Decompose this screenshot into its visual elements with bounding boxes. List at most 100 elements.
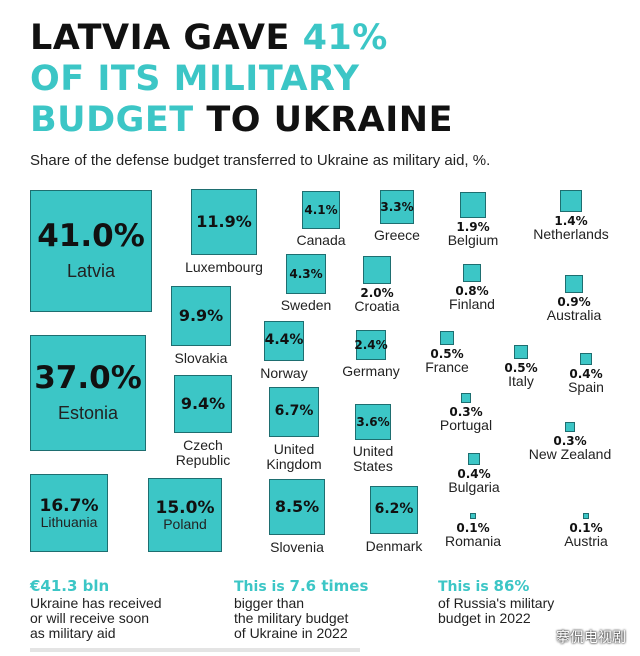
square-croatia bbox=[363, 256, 391, 284]
country-label-estonia: Estonia bbox=[57, 403, 119, 423]
country-label-romania: Romania bbox=[444, 533, 502, 550]
value-label-portugal: 0.3% bbox=[449, 405, 483, 420]
country-label-spain: Spain bbox=[568, 379, 604, 396]
country-label-australia: Australia bbox=[546, 307, 602, 324]
title-line-1-accent: 41% bbox=[302, 18, 388, 58]
square-australia bbox=[564, 274, 584, 294]
footer-stat-1: €41.3 bln Ukraine has received or will r… bbox=[30, 578, 210, 641]
value-label-italy: 0.5% bbox=[504, 360, 538, 375]
footer-stat-2-highlight: This is 7.6 times bbox=[234, 578, 414, 596]
footer-stat-3-num: 86% bbox=[493, 577, 530, 595]
square-sweden bbox=[286, 254, 326, 294]
country-label-latvia: Latvia bbox=[66, 261, 116, 281]
square-romania bbox=[469, 512, 477, 520]
square-greece bbox=[379, 189, 415, 225]
value-label-finland: 0.8% bbox=[455, 283, 489, 298]
value-label-spain: 0.4% bbox=[569, 367, 603, 382]
square-denmark bbox=[370, 486, 418, 534]
country-label-slovenia: Slovenia bbox=[270, 538, 324, 555]
square-luxembourg bbox=[190, 188, 258, 256]
country-label-germany: Germany bbox=[342, 362, 400, 379]
value-label-sweden: 4.3% bbox=[289, 267, 323, 281]
square-latvia bbox=[29, 189, 153, 313]
value-label-france: 0.5% bbox=[430, 346, 464, 361]
square-canada bbox=[301, 190, 341, 230]
square-germany bbox=[356, 330, 386, 360]
square-bulgaria bbox=[467, 452, 481, 466]
title-line-1: LATVIA GAVE 41% bbox=[30, 18, 453, 59]
square-france bbox=[440, 331, 454, 345]
footer-stat-1-highlight: €41.3 bln bbox=[30, 578, 210, 596]
value-label-croatia: 2.0% bbox=[360, 285, 394, 300]
footer-stat-1-num: €41.3 bln bbox=[30, 577, 110, 595]
source-line bbox=[30, 648, 360, 652]
country-label-united-kingdom: United Kingdom bbox=[266, 440, 322, 472]
square-italy bbox=[514, 345, 528, 359]
square-united-states bbox=[354, 403, 392, 441]
country-label-france: France bbox=[425, 358, 469, 375]
squares-chart: 41.0% Latvia 37.0% Estonia 16.7% Lithuania 15.… bbox=[29, 188, 612, 555]
value-label-austria: 0.1% bbox=[569, 521, 603, 536]
title-line-3: BUDGET TO UKRAINE bbox=[30, 100, 453, 141]
country-label-denmark: Denmark bbox=[365, 537, 423, 554]
square-portugal bbox=[460, 392, 472, 404]
value-label-denmark: 6.2% bbox=[374, 501, 414, 517]
square-estonia bbox=[29, 334, 147, 452]
footer-stat-3-highlight: This is 86% bbox=[438, 578, 618, 596]
value-label-latvia: 41.0% bbox=[37, 218, 145, 254]
country-label-czech-republic: Czech Republic bbox=[175, 437, 231, 469]
value-label-slovenia: 8.5% bbox=[274, 497, 320, 516]
square-slovenia bbox=[269, 479, 325, 535]
chart-title: LATVIA GAVE 41% OF ITS MILITARY BUDGET T… bbox=[30, 18, 453, 141]
value-label-czech-republic: 9.4% bbox=[180, 394, 226, 413]
square-czech-republic bbox=[173, 374, 233, 434]
square-austria bbox=[582, 512, 590, 520]
country-label-poland: Poland bbox=[163, 516, 207, 532]
country-label-belgium: Belgium bbox=[447, 232, 499, 249]
country-label-lithuania: Lithuania bbox=[40, 514, 98, 530]
value-label-canada: 4.1% bbox=[304, 203, 338, 217]
square-poland bbox=[147, 477, 223, 553]
country-label-netherlands: Netherlands bbox=[533, 226, 609, 243]
footer-stat-1-body: Ukraine has received or will receive soo… bbox=[30, 595, 162, 641]
country-label-luxembourg: Luxembourg bbox=[185, 259, 263, 276]
value-label-greece: 3.3% bbox=[380, 200, 414, 214]
footer-stat-2-pre: This is bbox=[234, 579, 290, 595]
footer-stat-2-body: bigger than the military budget of Ukrai… bbox=[234, 595, 349, 641]
footer-stat-2-num: 7.6 times bbox=[289, 577, 369, 595]
country-label-slovakia: Slovakia bbox=[174, 350, 228, 367]
value-label-estonia: 37.0% bbox=[34, 360, 142, 396]
square-new-zealand bbox=[564, 421, 576, 433]
title-line-3-accent: BUDGET bbox=[30, 100, 194, 140]
value-label-belgium: 1.9% bbox=[456, 220, 490, 235]
country-label-new-zealand: New Zealand bbox=[528, 446, 612, 463]
country-label-austria: Austria bbox=[564, 533, 608, 550]
footer-stat-3: This is 86% of Russia's military budget … bbox=[438, 578, 618, 626]
square-spain bbox=[579, 352, 593, 366]
square-united-kingdom bbox=[269, 387, 319, 437]
value-label-bulgaria: 0.4% bbox=[457, 467, 491, 482]
country-label-croatia: Croatia bbox=[354, 297, 400, 314]
country-label-norway: Norway bbox=[260, 365, 308, 382]
square-lithuania bbox=[29, 473, 109, 553]
value-label-new-zealand: 0.3% bbox=[553, 434, 587, 449]
footer-stat-3-body: of Russia's military budget in 2022 bbox=[438, 595, 555, 626]
country-label-greece: Greece bbox=[374, 227, 420, 244]
square-finland bbox=[463, 264, 481, 282]
country-label-italy: Italy bbox=[508, 372, 534, 389]
title-line-2: OF ITS MILITARY bbox=[30, 59, 360, 99]
value-label-australia: 0.9% bbox=[557, 295, 591, 310]
value-label-poland: 15.0% bbox=[155, 498, 215, 518]
country-label-united-states: United States bbox=[352, 443, 394, 475]
chart-subtitle: Share of the defense budget transferred … bbox=[30, 152, 491, 169]
watermark: 搴侃电视剧 bbox=[556, 629, 626, 645]
country-label-sweden: Sweden bbox=[280, 296, 332, 313]
footer-stat-2: This is 7.6 times bigger than the milita… bbox=[234, 578, 414, 641]
value-label-united-states: 3.6% bbox=[356, 415, 390, 429]
value-label-norway: 4.4% bbox=[264, 332, 304, 348]
value-label-slovakia: 9.9% bbox=[178, 306, 224, 325]
value-label-netherlands: 1.4% bbox=[554, 214, 588, 229]
country-label-finland: Finland bbox=[449, 295, 495, 312]
title-line-3-dark: TO UKRAINE bbox=[193, 100, 453, 140]
value-label-luxembourg: 11.9% bbox=[196, 212, 252, 231]
